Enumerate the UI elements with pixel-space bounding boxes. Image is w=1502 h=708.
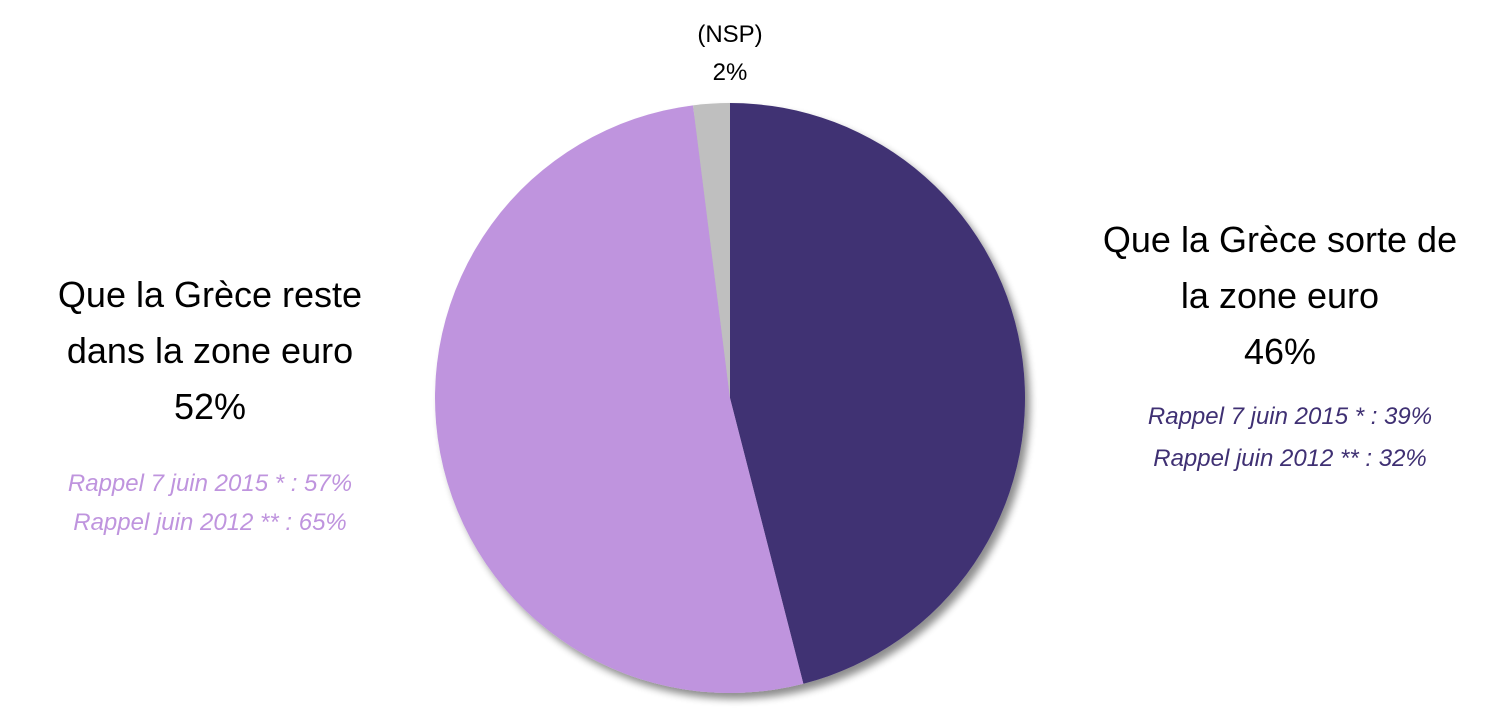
pie-slice [693, 103, 730, 398]
slice-label: Que la Grèce sorte de la zone euro 46% [1090, 212, 1470, 380]
pie-slice [730, 103, 1025, 684]
category-label: (NSP) [697, 21, 763, 48]
slice-label: (NSP) 2% [630, 16, 830, 92]
category-label: Que la Grèce reste dans la zone euro [57, 274, 363, 371]
category-label: Que la Grèce sorte de la zone euro [1102, 219, 1458, 316]
slice-label: Que la Grèce reste dans la zone euro 52% [20, 267, 400, 435]
annotation: Rappel juin 2012 ** : 65% [73, 509, 347, 536]
value-label: 2% [712, 59, 748, 86]
annotation: Rappel 7 juin 2015 * : 39% [1147, 403, 1433, 430]
pie [435, 103, 1025, 693]
annotation: Rappel 7 juin 2015 * : 57% [67, 470, 353, 497]
annotation: Rappel juin 2012 ** : 32% [1153, 445, 1427, 472]
value-label: 46% [1243, 331, 1317, 372]
pie-slice [435, 105, 804, 693]
value-label: 52% [173, 386, 247, 427]
